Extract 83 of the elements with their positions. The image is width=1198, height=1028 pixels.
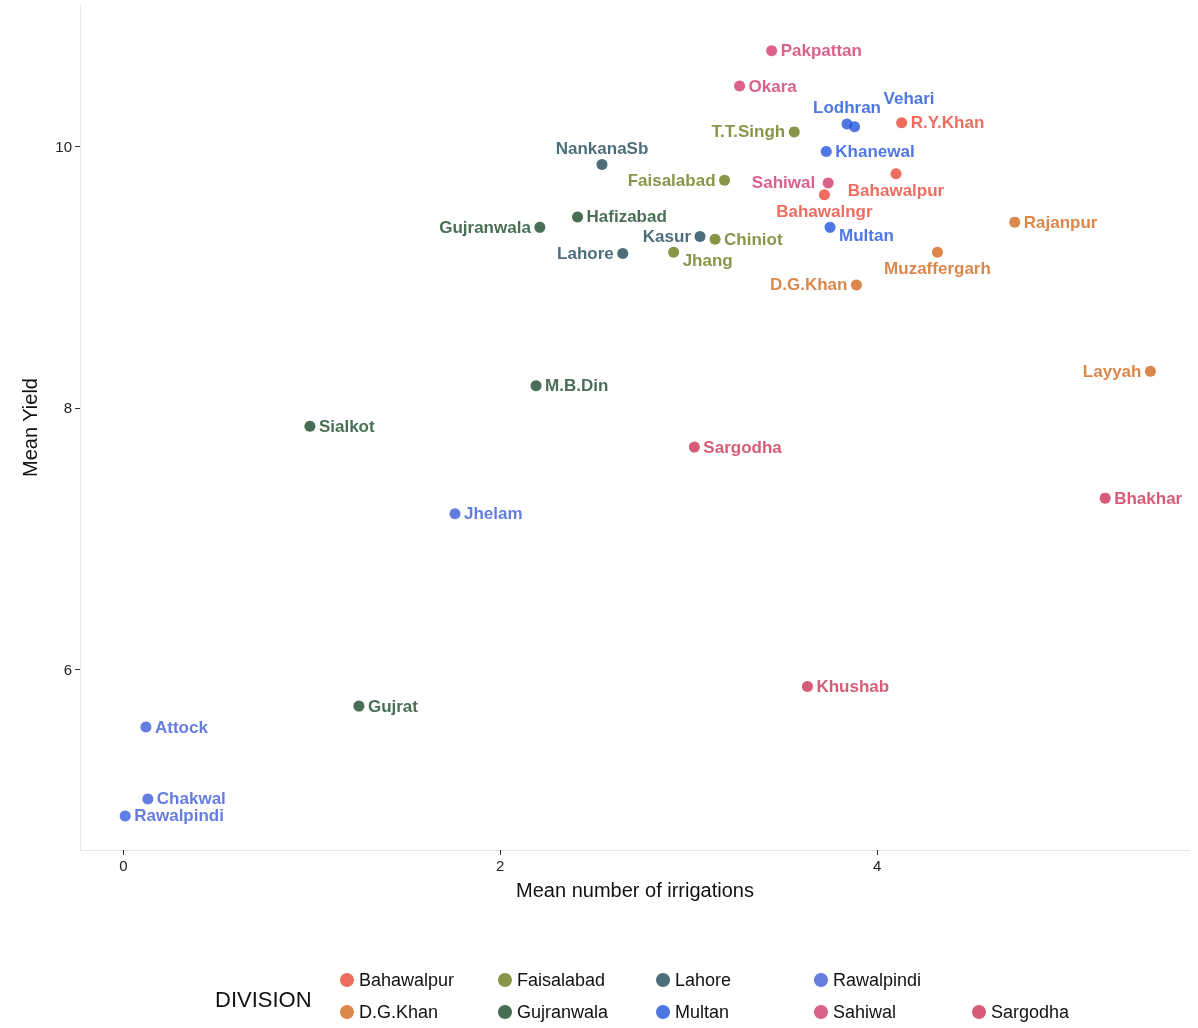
- legend-label: D.G.Khan: [359, 1002, 439, 1022]
- point: [617, 248, 629, 260]
- data-label: Muzaffergarh: [884, 259, 991, 279]
- point: [734, 80, 746, 92]
- point: [142, 793, 154, 805]
- data-label: Gujranwala: [439, 217, 532, 237]
- legend-label: Rawalpindi: [833, 970, 922, 990]
- data-label: Vehari: [883, 89, 935, 109]
- x-tick-label: 4: [872, 857, 882, 874]
- data-label: Lodhran: [813, 98, 882, 118]
- data-label: Bahawalpur: [847, 180, 945, 200]
- data-label: Chiniot: [724, 229, 783, 249]
- data-label: Jhang: [682, 250, 733, 270]
- data-label: Attock: [154, 717, 209, 737]
- legend-label: Multan: [675, 1002, 730, 1022]
- data-label: Sialkot: [318, 416, 375, 436]
- data-label: Khushab: [816, 676, 890, 696]
- point: [801, 681, 813, 692]
- data-label: Lahore: [557, 244, 614, 264]
- data-label: Khanewal: [835, 142, 915, 161]
- point: [849, 121, 861, 133]
- point: [896, 117, 908, 129]
- point: [449, 508, 461, 520]
- data-label: Chakwal: [156, 789, 226, 809]
- data-label: Bhakhar: [1114, 488, 1183, 508]
- point: [119, 810, 131, 822]
- legend-label: Faisalabad: [517, 970, 606, 990]
- x-tick-label: 2: [496, 857, 505, 874]
- data-label: Kasur: [642, 227, 692, 247]
- x-axis-title: Mean number of irrigations: [516, 879, 754, 901]
- point: [719, 174, 731, 186]
- data-label: Sargodha: [703, 437, 783, 457]
- point: [668, 246, 680, 258]
- point: [931, 246, 943, 258]
- legend-title: DIVISION: [215, 986, 312, 1012]
- x-tick-label: 0: [119, 857, 128, 874]
- legend-label: Sahiwal: [833, 1002, 897, 1022]
- point: [596, 159, 608, 171]
- point: [304, 420, 316, 432]
- point: [688, 441, 700, 453]
- point: [530, 380, 542, 392]
- point: [694, 231, 706, 243]
- legend-label: Bahawalpur: [359, 970, 455, 990]
- data-label: Multan: [839, 225, 894, 245]
- y-tick-label: 6: [63, 660, 72, 678]
- legend-label: Lahore: [675, 970, 732, 990]
- point: [820, 146, 832, 157]
- data-label: Rajanpur: [1023, 212, 1098, 232]
- point: [824, 221, 836, 233]
- data-label: M.B.Din: [545, 376, 609, 396]
- data-label: Rawalpindi: [134, 806, 224, 826]
- point: [1144, 365, 1156, 377]
- legend-label: Gujranwala: [517, 1002, 610, 1022]
- data-label: Faisalabad: [627, 170, 716, 190]
- point: [709, 233, 721, 245]
- point: [890, 168, 902, 180]
- point: [818, 189, 830, 201]
- point: [822, 177, 834, 189]
- point: [850, 279, 862, 291]
- y-tick-label: 8: [63, 399, 72, 417]
- data-label: Jhelam: [464, 504, 523, 524]
- data-label: Pakpattan: [780, 41, 862, 61]
- point: [140, 721, 152, 733]
- data-label: Hafizabad: [586, 207, 667, 227]
- data-label: NankanaSb: [555, 138, 649, 158]
- point: [353, 700, 365, 712]
- y-tick-label: 10: [55, 137, 72, 155]
- data-label: Sahiwal: [751, 173, 816, 193]
- point: [572, 211, 584, 223]
- data-label: Layyah: [1082, 361, 1142, 381]
- y-axis-title: Mean Yield: [19, 378, 41, 477]
- data-label: R.Y.Khan: [910, 113, 985, 133]
- data-label: D.G.Khan: [769, 275, 848, 295]
- point: [534, 221, 546, 233]
- data-label: Gujrat: [367, 696, 419, 716]
- point: [788, 126, 800, 138]
- data-label: T.T.Singh: [711, 122, 786, 142]
- legend-label: Sargodha: [991, 1002, 1071, 1022]
- point: [1009, 216, 1021, 228]
- data-label: Bahawalngr: [776, 201, 873, 221]
- point: [1099, 492, 1111, 504]
- point: [766, 45, 778, 57]
- data-label: Okara: [748, 76, 798, 96]
